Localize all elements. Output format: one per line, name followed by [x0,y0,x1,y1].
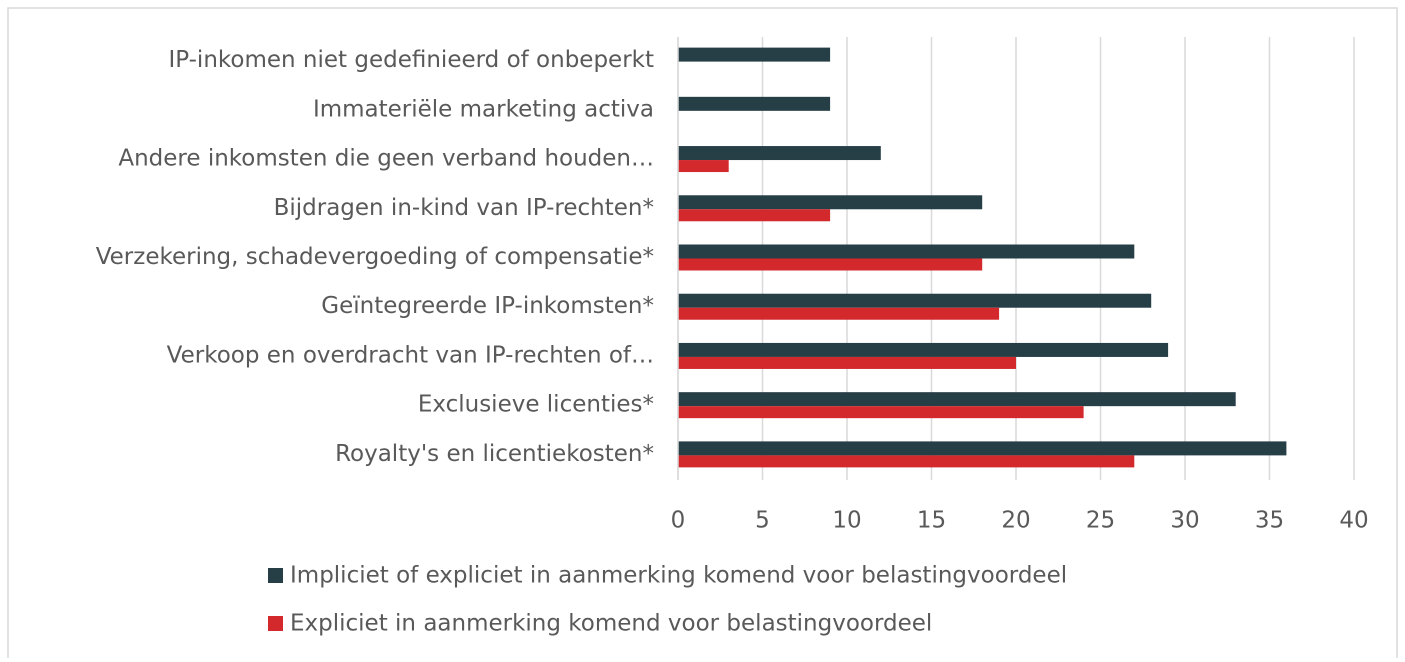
y-tick-label: Andere inkomsten die geen verband houden… [118,146,654,172]
bar [678,455,1135,468]
x-tick-label: 35 [1255,508,1284,534]
x-tick-label: 5 [755,508,770,534]
bar [678,342,1169,357]
x-tick-label: 0 [671,508,686,534]
y-tick-label: Geïntegreerde IP-inkomsten* [321,293,654,319]
bar [678,392,1236,407]
bar [678,47,831,62]
bar [678,293,1152,308]
x-tick-label: 20 [1001,508,1030,534]
bar [678,441,1287,456]
bar [678,356,1016,369]
y-tick-label: IP-inkomen niet gedefinieerd of onbeperk… [168,47,654,73]
legend-swatch [268,568,283,583]
bar [678,146,881,161]
bar [678,160,729,173]
legend-label: Expliciet in aanmerking komend voor bela… [290,611,932,637]
y-tick-label: Verkoop en overdracht van IP-rechten of… [167,342,654,368]
legend-label: Impliciet of expliciet in aanmerking kom… [290,563,1067,589]
x-tick-label: 40 [1339,508,1368,534]
bar [678,307,1000,320]
y-tick-label: Royalty's en licentiekosten* [335,441,654,467]
bar [678,244,1135,259]
chart-frame [7,7,1398,662]
bar [678,96,831,111]
x-tick-label: 25 [1086,508,1115,534]
bar [678,258,983,271]
y-tick-label: Exclusieve licenties* [418,392,654,418]
bar [678,406,1084,419]
y-tick-label: Bijdragen in-kind van IP-rechten* [274,195,654,221]
x-tick-label: 10 [832,508,861,534]
bar [678,195,983,210]
legend-swatch [268,616,283,631]
y-tick-label: Verzekering, schadevergoeding of compens… [96,244,654,270]
x-tick-label: 15 [917,508,946,534]
bar [678,209,831,222]
y-tick-label: Immateriële marketing activa [313,96,654,122]
x-tick-label: 30 [1170,508,1199,534]
